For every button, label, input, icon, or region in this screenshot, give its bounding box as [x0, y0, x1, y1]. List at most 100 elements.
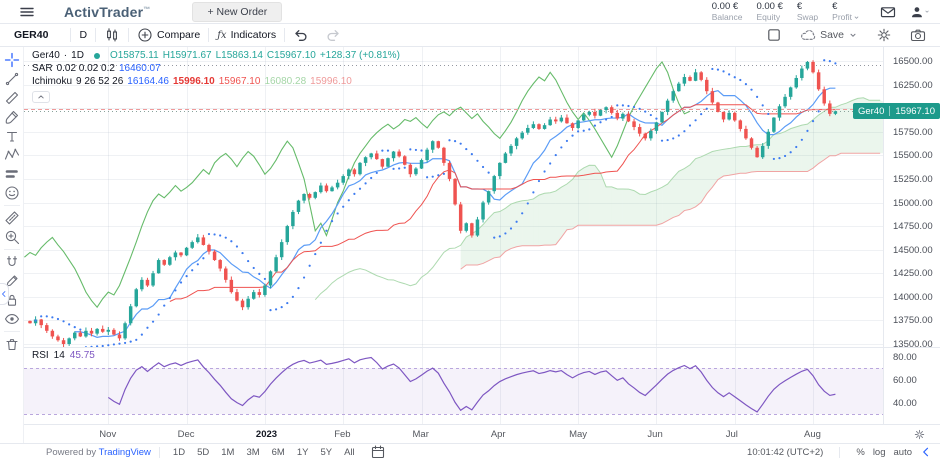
workspace: Ger40 · 1D O15875.11 H15971.67 L15863.14…	[0, 47, 940, 443]
range-1y[interactable]: 1Y	[296, 446, 309, 458]
percent-scale-button[interactable]: %	[856, 446, 865, 458]
legend-ichimoku-row[interactable]: Ichimoku 9 26 52 26 16164.46 15996.10 15…	[32, 76, 352, 87]
new-order-button[interactable]: + New Order	[192, 1, 283, 22]
ichimoku-lead1-value: 16080.28	[264, 76, 307, 87]
clock[interactable]: 10:01:42 (UTC+2)	[747, 446, 824, 458]
rsi-tick: 60.00	[893, 374, 917, 386]
candles-icon	[104, 27, 120, 43]
snapshot-button[interactable]	[902, 25, 934, 45]
market-status-dot	[93, 53, 100, 59]
gear-icon	[876, 27, 892, 43]
range-all[interactable]: All	[344, 446, 355, 458]
price-tick: 15000.00	[893, 197, 933, 209]
rsi-pane-canvas[interactable]	[24, 347, 883, 424]
price-tick: 14750.00	[893, 221, 933, 233]
draw-mode-icon[interactable]	[2, 272, 22, 290]
timeframe-button[interactable]: D	[79, 29, 88, 41]
trademark: ™	[143, 5, 151, 13]
layout-button[interactable]	[758, 25, 790, 45]
redo-button[interactable]	[317, 25, 349, 45]
undo-button[interactable]	[285, 25, 317, 45]
magnet-icon[interactable]	[2, 253, 22, 271]
range-1d[interactable]: 1D	[172, 446, 186, 458]
time-tick-may: May	[569, 429, 588, 440]
compare-icon	[137, 27, 153, 43]
range-1m[interactable]: 1M	[221, 446, 235, 458]
rsi-value: 45.75	[69, 350, 95, 361]
trendline-icon[interactable]	[2, 70, 22, 88]
range-6m[interactable]: 6M	[271, 446, 285, 458]
axis-settings-icon[interactable]	[913, 428, 926, 441]
account-stat-profit[interactable]: € Profit	[832, 1, 860, 22]
legend-symbol-row[interactable]: Ger40 · 1D O15875.11 H15971.67 L15863.14…	[32, 50, 400, 61]
menu-icon[interactable]	[16, 3, 38, 21]
fib-tools-icon[interactable]	[2, 89, 22, 107]
chart-toolbar: GER40 D Compare ƒx Indicators Save	[0, 24, 940, 47]
crosshair-icon[interactable]	[2, 51, 22, 69]
ruler-icon[interactable]	[2, 209, 22, 227]
camera-icon	[910, 27, 926, 43]
price-tick: 14000.00	[893, 291, 933, 303]
legend-collapse-button[interactable]	[32, 91, 50, 103]
zoom-in-icon[interactable]	[2, 228, 22, 246]
cloud-save-icon	[800, 27, 816, 43]
sar-value: 16460.07	[118, 63, 161, 74]
goto-date-button[interactable]	[370, 444, 386, 460]
legend-high: H15971.67	[162, 50, 212, 61]
compare-button[interactable]: Compare	[129, 25, 208, 45]
ichimoku-lagging-value: 15967.10	[218, 76, 261, 87]
save-button[interactable]: Save	[792, 25, 866, 45]
rsi-tick: 80.00	[893, 351, 917, 363]
price-tick: 14250.00	[893, 268, 933, 280]
range-5y[interactable]: 5Y	[320, 446, 333, 458]
account-stat-swap: € Swap	[796, 0, 819, 22]
drawing-toolbar	[0, 47, 24, 443]
pane-divider[interactable]	[24, 347, 940, 348]
time-axis[interactable]: Nov Dec 2023 Feb Mar Apr May Jun Jul Aug	[24, 424, 940, 443]
rsi-tick: 40.00	[893, 397, 917, 409]
price-tick: 13500.00	[893, 339, 933, 350]
range-5d[interactable]: 5D	[197, 446, 210, 458]
avatar[interactable]	[910, 3, 930, 21]
chart-region[interactable]: Ger40 · 1D O15875.11 H15971.67 L15863.14…	[24, 47, 940, 443]
powered-by: Powered by TradingView	[46, 446, 151, 458]
mail-icon[interactable]	[878, 3, 898, 21]
legend-sar-row[interactable]: SAR 0.02 0.02 0.2 16460.07	[32, 63, 161, 74]
price-chart-canvas[interactable]	[24, 47, 883, 347]
account-stat-balance: 0.00 € Balance	[711, 0, 743, 22]
indicators-button[interactable]: ƒx Indicators	[217, 29, 277, 41]
auto-scale-button[interactable]: auto	[893, 446, 913, 458]
trash-icon[interactable]	[2, 335, 22, 353]
legend-low: L15863.14	[215, 50, 263, 61]
brush-icon[interactable]	[2, 108, 22, 126]
account-stat-equity: 0.00 € Equity	[756, 0, 783, 22]
text-icon[interactable]	[2, 127, 22, 145]
eye-icon[interactable]	[2, 310, 22, 328]
collapse-panel-icon[interactable]	[920, 446, 932, 458]
time-tick-nov: Nov	[99, 429, 117, 440]
price-tick: 13750.00	[893, 315, 933, 327]
tradingview-link[interactable]: TradingView	[98, 446, 151, 458]
ichimoku-base-value: 15996.10	[173, 76, 215, 87]
time-tick-2023: 2023	[255, 429, 278, 440]
top-bar: ActivTrader™ + New Order 0.00 € Balance 0.…	[0, 0, 940, 24]
time-tick-jul: Jul	[725, 429, 738, 440]
redo-icon	[325, 27, 341, 43]
price-tick: 14500.00	[893, 244, 933, 256]
legend-interval: 1D	[71, 50, 84, 61]
panel-collapse-handle[interactable]	[0, 283, 9, 305]
settings-button[interactable]	[868, 25, 900, 45]
indicator-legend: Ger40 · 1D O15875.11 H15971.67 L15863.14…	[32, 50, 400, 103]
log-scale-button[interactable]: log	[872, 446, 886, 458]
time-tick-aug: Aug	[804, 429, 821, 440]
legend-close: C15967.10	[266, 50, 316, 61]
symbol-button[interactable]: GER40	[14, 29, 49, 41]
range-3m[interactable]: 3M	[246, 446, 260, 458]
forecast-icon[interactable]	[2, 165, 22, 183]
emoji-icon[interactable]	[2, 184, 22, 202]
chart-style-button[interactable]	[96, 25, 128, 45]
bottom-bar: Powered by TradingView 1D 5D 1M 3M 6M 1Y 5Y All…	[0, 443, 940, 460]
pattern-icon[interactable]	[2, 146, 22, 164]
caret-down-icon	[848, 30, 858, 40]
rsi-legend[interactable]: RSI 14 45.75	[32, 350, 95, 361]
